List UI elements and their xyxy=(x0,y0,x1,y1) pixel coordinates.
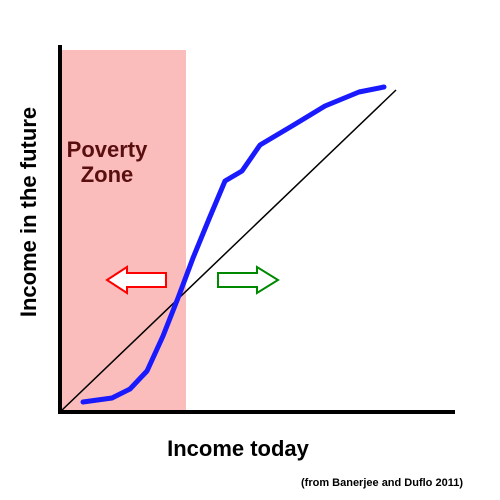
poverty-zone-region xyxy=(60,50,186,413)
diagonal-line xyxy=(59,89,397,413)
x-axis-label: Income today xyxy=(167,436,310,461)
poverty-zone-label-line1: Poverty xyxy=(67,137,148,162)
right-arrow-icon xyxy=(217,265,280,295)
source-note: (from Banerjee and Duflo 2011) xyxy=(301,477,463,489)
poverty-zone-label-line2: Zone xyxy=(81,162,134,187)
left-arrow-icon xyxy=(105,265,167,295)
income-curve xyxy=(80,84,387,405)
y-axis-label: Income in the future xyxy=(16,107,41,317)
